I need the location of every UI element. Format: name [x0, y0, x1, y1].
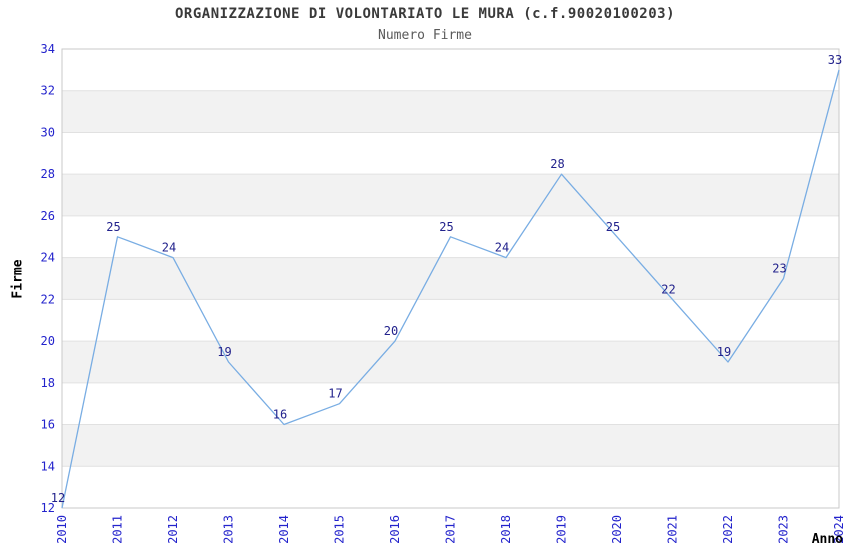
- point-label: 33: [828, 53, 842, 67]
- data-line: [61, 69, 840, 509]
- plot-band: [62, 341, 839, 383]
- plot-band: [62, 174, 839, 216]
- point-label: 25: [606, 220, 620, 234]
- y-tick-label: 24: [41, 251, 55, 265]
- plot-band: [62, 90, 839, 133]
- y-tick-label: 32: [41, 84, 55, 98]
- point-label: 19: [717, 345, 731, 359]
- point-label: 19: [217, 345, 231, 359]
- plot-border: [61, 48, 840, 509]
- chart-subtitle: Numero Firme: [378, 28, 472, 43]
- x-tick-label: 2023: [777, 515, 791, 544]
- x-tick-label: 2014: [277, 515, 291, 544]
- point-label: 24: [495, 241, 509, 255]
- point-label: 25: [106, 220, 120, 234]
- y-tick-label: 12: [41, 501, 55, 515]
- point-label: 17: [328, 387, 342, 401]
- y-tick-label: 14: [41, 459, 55, 473]
- x-tick-label: 2019: [555, 515, 569, 544]
- x-tick-label: 2022: [721, 515, 735, 544]
- point-label: 22: [661, 282, 675, 296]
- x-tick-label: 2012: [166, 515, 180, 544]
- point-label: 28: [550, 157, 564, 171]
- y-tick-label: 22: [41, 292, 55, 306]
- y-axis-label: Firme: [10, 259, 26, 299]
- y-tick-label: 26: [41, 209, 55, 223]
- plot-band: [62, 257, 839, 300]
- x-axis-label: Anno: [811, 532, 843, 547]
- point-label: 12: [51, 491, 65, 505]
- x-tick-label: 2024: [832, 515, 846, 544]
- x-tick-label: 2020: [610, 515, 624, 544]
- point-label: 23: [772, 262, 786, 276]
- point-label: 24: [162, 241, 176, 255]
- y-tick-label: 16: [41, 418, 55, 432]
- y-tick-label: 30: [41, 125, 55, 139]
- x-tick-label: 2011: [111, 515, 125, 544]
- x-tick-label: 2021: [666, 515, 680, 544]
- point-label: 25: [439, 220, 453, 234]
- y-tick-label: 34: [41, 42, 55, 56]
- x-tick-label: 2015: [333, 515, 347, 544]
- y-tick-label: 18: [41, 376, 55, 390]
- point-label: 20: [384, 324, 398, 338]
- x-tick-label: 2018: [499, 515, 513, 544]
- y-tick-label: 28: [41, 167, 55, 181]
- x-tick-label: 2017: [444, 515, 458, 544]
- y-tick-label: 20: [41, 334, 55, 348]
- x-tick-label: 2013: [222, 515, 236, 544]
- point-label: 16: [273, 408, 287, 422]
- x-tick-label: 2016: [388, 515, 402, 544]
- x-tick-label: 2010: [55, 515, 69, 544]
- plot-band: [62, 424, 839, 467]
- chart-title: ORGANIZZAZIONE DI VOLONTARIATO LE MURA (…: [174, 6, 675, 22]
